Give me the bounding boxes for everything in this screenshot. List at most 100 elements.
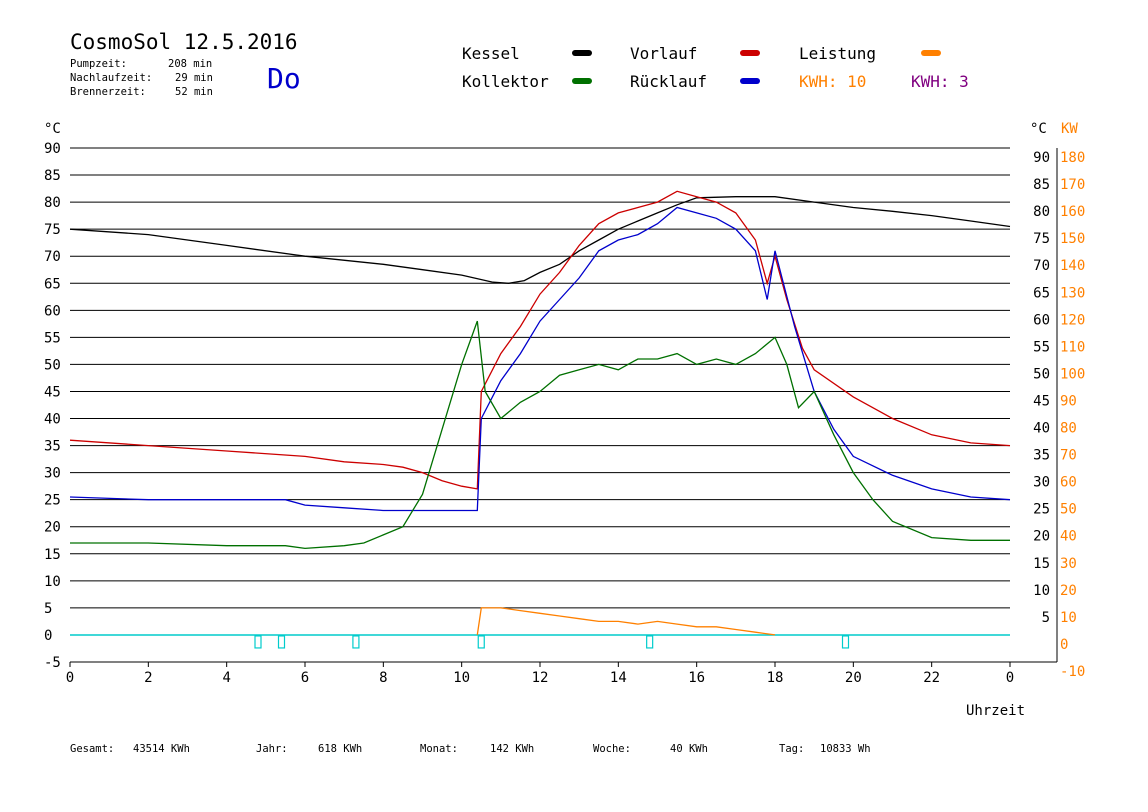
y-tick-label-power: 140: [1060, 258, 1085, 274]
y-tick-label-power: 60: [1060, 475, 1077, 491]
legend-leistung-label: Leistung: [799, 44, 877, 63]
x-tick-label: 12: [532, 670, 549, 686]
y-tick-label-power: 180: [1060, 150, 1085, 166]
y-tick-label-power: 40: [1060, 529, 1077, 545]
legend-ruecklauf-swatch: [740, 78, 760, 84]
y-tick-label-right: 20: [1033, 529, 1050, 545]
series-line-ruecklauf: [69, 206, 1011, 512]
pump-marker: [277, 635, 286, 649]
pump-marker: [477, 635, 485, 649]
x-tick-label: 16: [688, 670, 705, 686]
stat-brennerzeit-label: Brennerzeit:: [70, 86, 146, 98]
y-tick-label-power: 150: [1060, 231, 1085, 247]
y-tick-label-left: 60: [44, 303, 61, 319]
legend-kwh-second: KWH: 3: [911, 72, 969, 91]
y-tick-label-right: 30: [1033, 475, 1050, 491]
footer-woche-value: 40 KWh: [670, 743, 708, 755]
legend-vorlauf-swatch: [740, 50, 760, 56]
legend-kollektor-label: Kollektor: [462, 72, 549, 91]
y-tick-label-right: 90: [1033, 150, 1050, 166]
pump-marker: [841, 635, 850, 649]
y-axis-unit-left: °C: [44, 121, 61, 137]
y-tick-label-left: 65: [44, 276, 61, 292]
x-tick-label: 4: [222, 670, 230, 686]
y-axis-unit-right: °C: [1030, 121, 1047, 137]
y-tick-label-right: 40: [1033, 421, 1050, 437]
y-tick-label-right: 80: [1033, 204, 1050, 220]
y-tick-label-power: 20: [1060, 583, 1077, 599]
y-tick-label-power: -10: [1060, 664, 1085, 680]
y-tick-label-right: 70: [1033, 258, 1050, 274]
legend-kwh-leistung: KWH: 10: [799, 72, 867, 91]
y-tick-label-left: 25: [44, 493, 61, 509]
y-tick-label-left: 10: [44, 574, 61, 590]
series-line-vorlauf: [69, 190, 1011, 490]
x-tick-label: 6: [301, 670, 309, 686]
y-tick-label-left: 30: [44, 466, 61, 482]
y-tick-label-left: 20: [44, 520, 61, 536]
y-tick-label-left: 80: [44, 195, 61, 211]
pump-marker: [352, 635, 360, 649]
y-tick-label-right: 35: [1033, 448, 1050, 464]
series-line-kollektor: [70, 320, 1010, 550]
y-tick-label-power: 30: [1060, 556, 1077, 572]
footer-monat-label: Monat:: [420, 743, 458, 755]
y-tick-label-left: 70: [44, 249, 61, 265]
y-tick-label-power: 90: [1060, 393, 1077, 409]
y-tick-label-right: 15: [1033, 556, 1050, 572]
y-axis-unit-power: KW: [1061, 121, 1078, 137]
legend-kollektor-swatch: [572, 78, 592, 84]
legend-vorlauf-label: Vorlauf: [630, 44, 698, 63]
y-tick-label-power: 10: [1060, 610, 1077, 626]
y-tick-label-power: 130: [1060, 285, 1085, 301]
y-tick-label-right: 10: [1033, 583, 1050, 599]
stat-nachlaufzeit-label: Nachlaufzeit:: [70, 72, 153, 84]
y-tick-label-left: 75: [44, 222, 61, 238]
x-axis-label: Uhrzeit: [966, 703, 1025, 719]
y-tick-label-left: -5: [44, 655, 61, 671]
stat-brennerzeit-value: 52 min: [175, 86, 213, 98]
y-tick-label-power: 50: [1060, 502, 1077, 518]
footer-tag-value: 10833 Wh: [820, 743, 871, 755]
y-tick-label-power: 170: [1060, 177, 1085, 193]
footer-gesamt-value: 43514 KWh: [133, 743, 190, 755]
legend-ruecklauf-label: Rücklauf: [630, 72, 708, 91]
legend-kessel-label: Kessel: [462, 44, 520, 63]
y-tick-label-power: 0: [1060, 637, 1068, 653]
y-tick-label-right: 50: [1033, 366, 1050, 382]
y-tick-label-power: 160: [1060, 204, 1085, 220]
y-tick-label-right: 55: [1033, 339, 1050, 355]
y-tick-label-power: 80: [1060, 421, 1077, 437]
y-tick-label-left: 50: [44, 357, 61, 373]
weekday-label: Do: [267, 62, 301, 95]
y-tick-label-power: 110: [1060, 339, 1085, 355]
y-tick-label-left: 85: [44, 168, 61, 184]
y-tick-label-right: 60: [1033, 312, 1050, 328]
y-tick-label-power: 100: [1060, 366, 1085, 382]
pump-marker: [646, 635, 654, 649]
pump-marker: [254, 635, 262, 649]
y-tick-label-left: 40: [44, 412, 61, 428]
x-tick-label: 0: [66, 670, 74, 686]
y-tick-label-left: 55: [44, 330, 61, 346]
stat-pumpzeit-value: 208 min: [168, 58, 213, 70]
legend-leistung-swatch: [921, 50, 941, 56]
x-tick-label: 10: [453, 670, 470, 686]
footer-jahr-value: 618 KWh: [318, 743, 363, 755]
x-tick-label: 0: [1006, 670, 1014, 686]
y-tick-label-power: 70: [1060, 448, 1077, 464]
footer-woche-label: Woche:: [593, 743, 631, 755]
footer-monat-value: 142 KWh: [490, 743, 535, 755]
footer-tag-label: Tag:: [779, 743, 805, 755]
x-tick-label: 14: [610, 670, 627, 686]
series-line-kessel: [69, 196, 1011, 284]
series-line-leistung: [476, 607, 776, 636]
page-title: CosmoSol 12.5.2016: [70, 30, 298, 54]
y-tick-label-left: 0: [44, 628, 52, 644]
stat-pumpzeit-label: Pumpzeit:: [70, 58, 127, 70]
y-tick-label-right: 85: [1033, 177, 1050, 193]
y-tick-label-left: 90: [44, 141, 61, 157]
footer-jahr-label: Jahr:: [256, 743, 288, 755]
footer-gesamt-label: Gesamt:: [70, 743, 115, 755]
